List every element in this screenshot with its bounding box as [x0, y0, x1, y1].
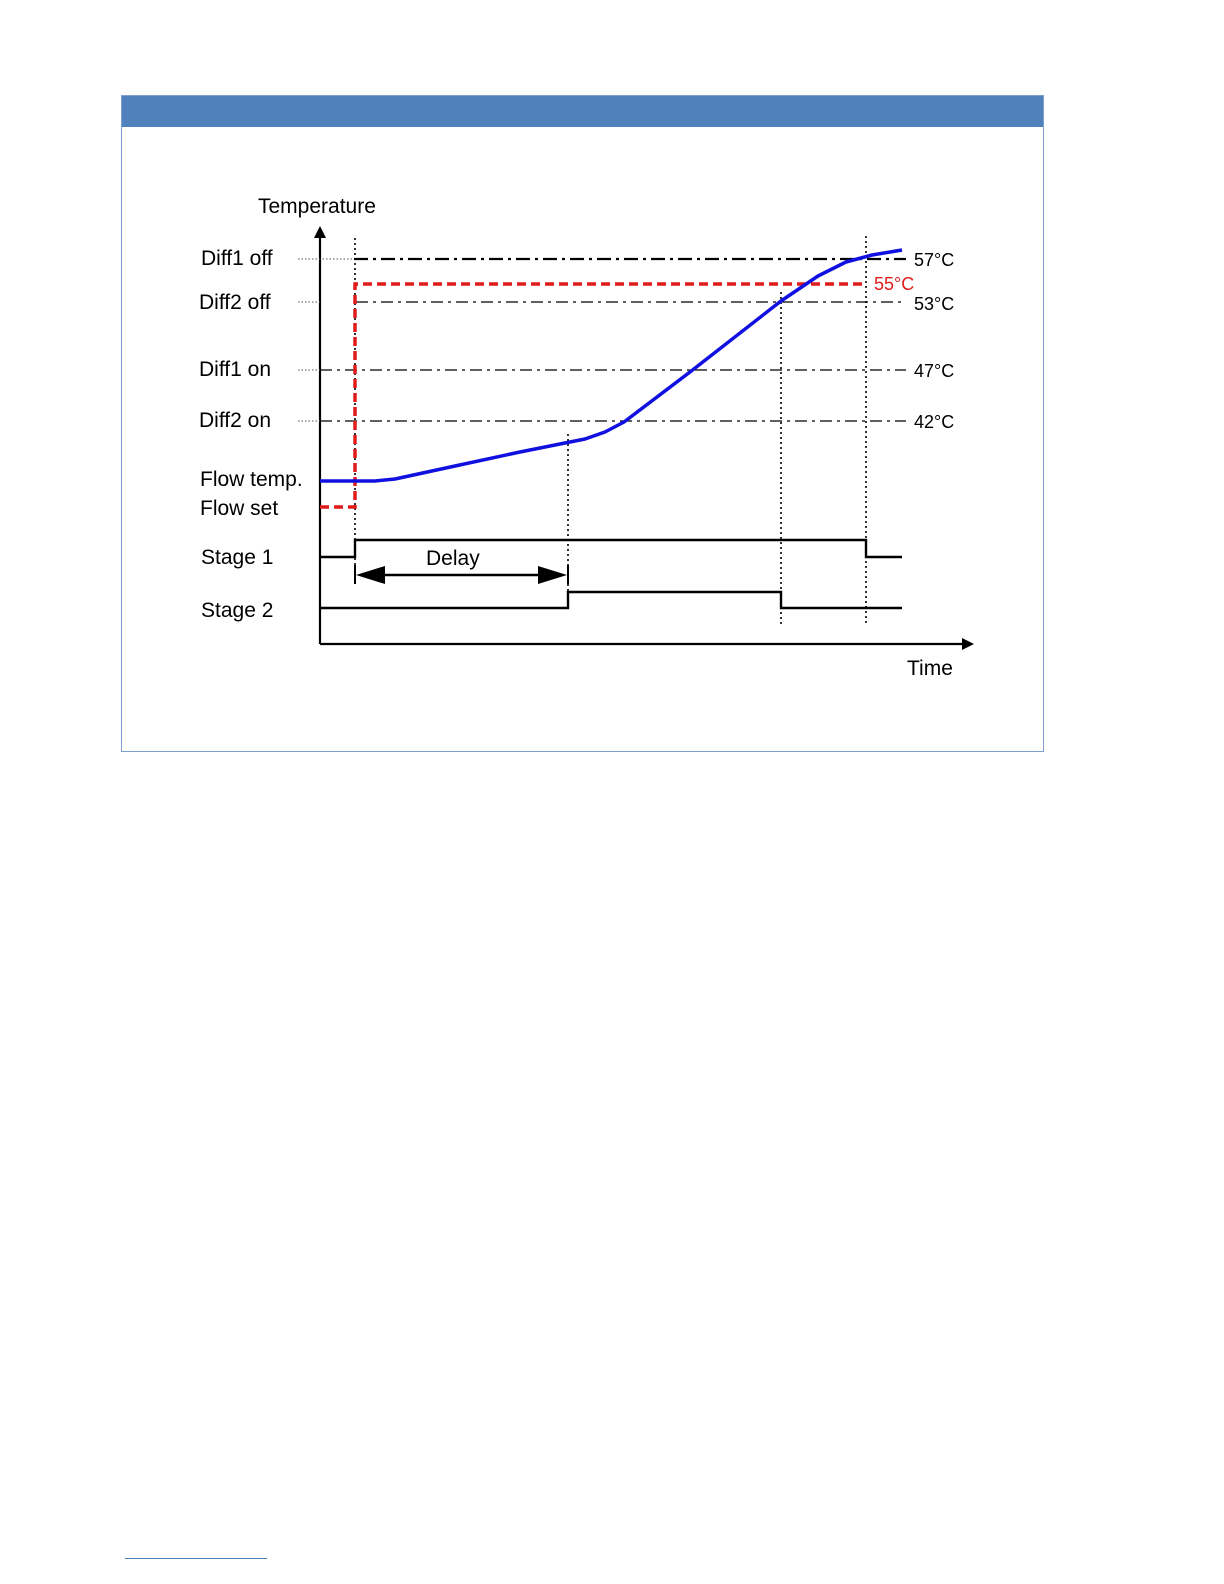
value-diff2-on: 42°C	[914, 412, 954, 432]
label-diff2-on: Diff2 on	[199, 409, 271, 432]
panel-header-bar	[122, 96, 1043, 127]
y-axis-label: Temperature	[258, 195, 376, 218]
footer-rule	[125, 1558, 267, 1559]
delay-arrow-head-right	[538, 566, 567, 584]
x-axis-label: Time	[907, 657, 953, 680]
label-stage2: Stage 2	[201, 599, 273, 622]
label-diff1-off: Diff1 off	[201, 247, 273, 270]
value-diff1-on: 47°C	[914, 361, 954, 381]
delay-label: Delay	[426, 547, 480, 570]
stage1-signal	[320, 538, 902, 559]
diagram-panel	[121, 95, 1044, 752]
label-diff1-on: Diff1 on	[199, 358, 271, 381]
label-flow-temp: Flow temp.	[200, 468, 303, 491]
value-diff1-off: 57°C	[914, 250, 954, 270]
delay-arrow-head-left	[356, 566, 385, 584]
value-flow-set: 55°C	[874, 274, 914, 294]
staging-diagram: Temperature Time Diff1 off Diff2 off Dif…	[199, 195, 974, 680]
y-axis-arrow	[314, 226, 326, 238]
stage2-signal	[320, 590, 902, 610]
flow-set-line	[320, 282, 866, 509]
flow-temp-line	[320, 248, 903, 483]
label-diff2-off: Diff2 off	[199, 291, 271, 314]
value-diff2-off: 53°C	[914, 294, 954, 314]
label-flow-set: Flow set	[200, 497, 278, 520]
label-stage1: Stage 1	[201, 546, 273, 569]
x-axis-arrow	[962, 638, 974, 650]
